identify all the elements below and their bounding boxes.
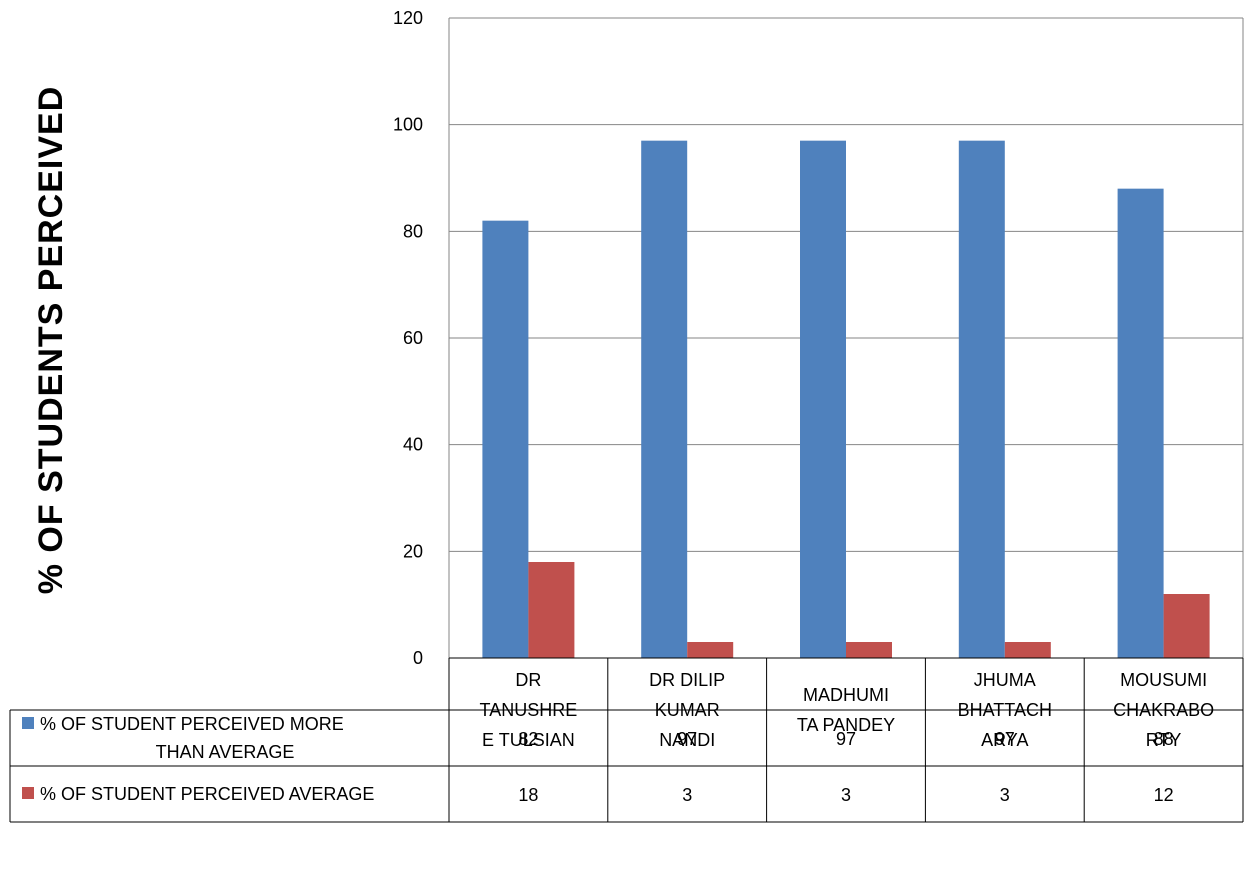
legend-label: % OF STUDENT PERCEIVED MORE [40, 714, 344, 734]
x-tick-label: KUMAR [655, 700, 720, 720]
data-table-value: 97 [677, 729, 697, 749]
x-tick-label: MADHUMI [803, 685, 889, 705]
bar-average [528, 562, 575, 658]
data-table-value: 12 [1154, 785, 1174, 805]
bar-average [1163, 594, 1210, 658]
data-table-value: 97 [836, 729, 856, 749]
x-tick-label: CHAKRABO [1113, 700, 1214, 720]
bar-more-than-average [958, 140, 1005, 658]
legend-label: % OF STUDENT PERCEIVED AVERAGE [40, 784, 374, 804]
y-tick-label: 0 [413, 648, 423, 668]
legend-swatch [22, 787, 34, 799]
bar-more-than-average [482, 220, 529, 658]
x-tick-label: MOUSUMI [1120, 670, 1207, 690]
bar-more-than-average [800, 140, 846, 658]
y-tick-label: 120 [393, 8, 423, 28]
x-tick-label: JHUMA [974, 670, 1036, 690]
x-tick-label: BHATTACH [958, 700, 1052, 720]
bar-average [687, 642, 734, 658]
x-tick-label: NANDI [659, 730, 715, 750]
x-tick-label: TA PANDEY [797, 715, 895, 735]
y-tick-label: 40 [403, 435, 423, 455]
y-tick-label: 60 [403, 328, 423, 348]
data-table-value: 18 [518, 785, 538, 805]
x-tick-label: E TULSIAN [482, 730, 575, 750]
y-axis-title: % OF STUDENTS PERCEIVED [32, 86, 70, 595]
bar-average [1004, 642, 1051, 658]
bar-average [846, 642, 892, 658]
x-tick-label: RTY [1146, 730, 1182, 750]
bar-more-than-average [1117, 188, 1164, 658]
y-tick-label: 100 [393, 115, 423, 135]
data-table-value: 88 [1154, 729, 1174, 749]
data-table-value: 97 [995, 729, 1015, 749]
x-tick-label: DR DILIP [649, 670, 725, 690]
bar-more-than-average [641, 140, 688, 658]
legend-label: THAN AVERAGE [156, 742, 295, 762]
y-tick-label: 80 [403, 221, 423, 241]
data-table-value: 82 [518, 729, 538, 749]
x-tick-label: DR [515, 670, 541, 690]
data-table-value: 3 [841, 785, 851, 805]
legend-swatch [22, 717, 34, 729]
x-tick-label: ARYA [981, 730, 1028, 750]
data-table-value: 3 [682, 785, 692, 805]
x-tick-label: TANUSHRE [480, 700, 578, 720]
data-table-value: 3 [1000, 785, 1010, 805]
y-tick-label: 20 [403, 541, 423, 561]
